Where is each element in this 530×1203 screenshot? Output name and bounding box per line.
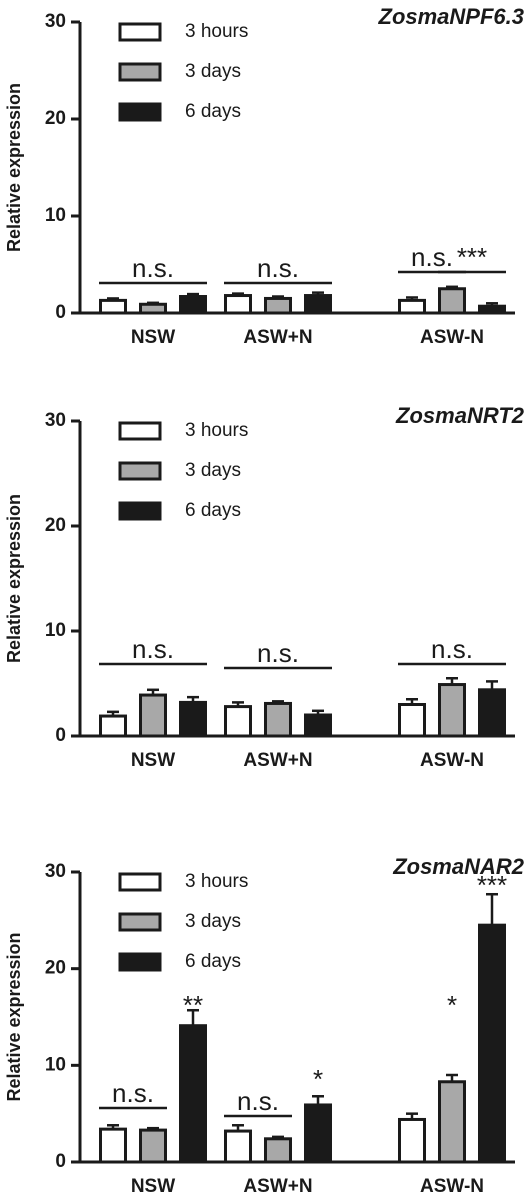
bar xyxy=(139,302,167,315)
legend-label: 3 days xyxy=(185,460,241,481)
bar xyxy=(264,1137,292,1164)
y-axis-label: Relative expression xyxy=(4,932,24,1101)
significance: *** xyxy=(457,242,487,272)
y-tick-label: 10 xyxy=(45,205,66,226)
x-tick-label: ASW+N xyxy=(243,327,312,348)
legend-swatch xyxy=(118,22,162,42)
y-tick-label: 20 xyxy=(45,958,66,979)
bar xyxy=(224,1129,252,1164)
significance: ** xyxy=(183,990,203,1020)
bar xyxy=(398,298,426,315)
y-tick-label: 20 xyxy=(45,515,66,536)
legend-swatch xyxy=(118,952,162,972)
y-axis-label: Relative expression xyxy=(4,83,24,252)
legend-label: 3 hours xyxy=(185,21,248,42)
chart-title: ZosmaNPF6.3 xyxy=(378,4,525,29)
significance: n.s. xyxy=(257,253,299,283)
significance: *** xyxy=(477,870,507,900)
bar xyxy=(139,693,167,738)
x-tick-label: NSW xyxy=(131,1176,175,1197)
significance: n.s. xyxy=(132,253,174,283)
legend-swatch xyxy=(118,62,162,82)
significance: n.s. xyxy=(112,1078,154,1108)
bar xyxy=(304,713,332,738)
x-tick-label: ASW-N xyxy=(420,327,484,348)
y-tick-label: 30 xyxy=(45,410,66,431)
chart-title: ZosmaNRT2 xyxy=(395,403,525,428)
legend-label: 6 days xyxy=(185,500,241,521)
x-tick-label: ASW-N xyxy=(420,750,484,771)
legend-swatch xyxy=(118,102,162,122)
significance: n.s. xyxy=(237,1086,279,1116)
x-tick-label: NSW xyxy=(131,750,175,771)
y-tick-label: 30 xyxy=(45,11,66,32)
significance: n.s. xyxy=(411,242,453,272)
bar xyxy=(139,1128,167,1164)
legend-label: 3 days xyxy=(185,911,241,932)
y-tick-label: 30 xyxy=(45,861,66,882)
significance: n.s. xyxy=(132,634,174,664)
bar xyxy=(398,1117,426,1164)
bar xyxy=(304,1103,332,1164)
significance: n.s. xyxy=(257,638,299,668)
bar xyxy=(179,1024,207,1164)
bar xyxy=(264,701,292,738)
y-tick-label: 0 xyxy=(55,725,66,746)
bar xyxy=(99,714,127,738)
bar xyxy=(478,688,506,738)
y-tick-label: 0 xyxy=(55,302,66,323)
x-tick-label: ASW-N xyxy=(420,1176,484,1197)
bar xyxy=(99,1127,127,1164)
y-axis-label: Relative expression xyxy=(4,494,24,663)
bar xyxy=(438,683,466,738)
bar xyxy=(179,700,207,738)
x-tick-label: ASW+N xyxy=(243,750,312,771)
legend-swatch xyxy=(118,912,162,932)
significance: * xyxy=(313,1064,323,1094)
bar xyxy=(179,295,207,315)
y-tick-label: 10 xyxy=(45,620,66,641)
bar xyxy=(304,294,332,315)
significance: n.s. xyxy=(431,634,473,664)
legend-label: 6 days xyxy=(185,951,241,972)
x-tick-label: ASW+N xyxy=(243,1176,312,1197)
x-tick-label: NSW xyxy=(131,327,175,348)
significance: * xyxy=(447,990,457,1020)
chart-title: ZosmaNAR2 xyxy=(392,854,525,879)
legend-label: 6 days xyxy=(185,101,241,122)
bar xyxy=(99,298,127,315)
bar xyxy=(224,705,252,738)
legend-label: 3 hours xyxy=(185,871,248,892)
legend-label: 3 days xyxy=(185,61,241,82)
bar xyxy=(478,923,506,1164)
legend-swatch xyxy=(118,872,162,892)
bar xyxy=(438,1080,466,1164)
bar xyxy=(398,703,426,738)
bar xyxy=(264,296,292,315)
y-tick-label: 20 xyxy=(45,108,66,129)
legend-swatch xyxy=(118,421,162,441)
bar xyxy=(478,304,506,315)
bar xyxy=(224,294,252,315)
legend-swatch xyxy=(118,501,162,521)
bar xyxy=(438,287,466,315)
y-tick-label: 0 xyxy=(55,1151,66,1172)
legend-label: 3 hours xyxy=(185,420,248,441)
y-tick-label: 10 xyxy=(45,1054,66,1075)
legend-swatch xyxy=(118,461,162,481)
